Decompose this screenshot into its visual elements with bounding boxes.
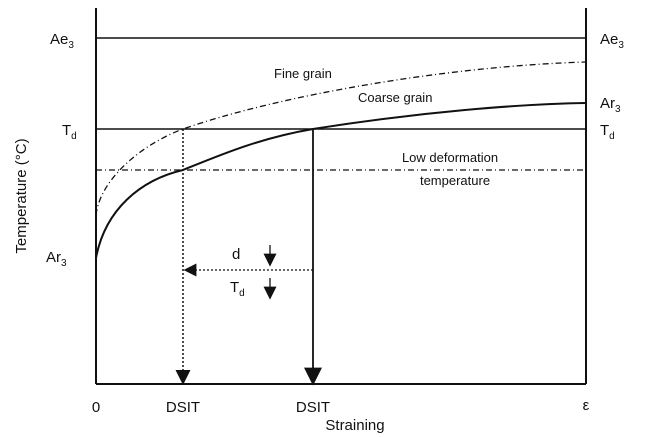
low-deformation-label: Low deformation	[402, 150, 498, 165]
left-ae3: Ae3	[50, 31, 74, 51]
td-label: Td	[230, 279, 245, 299]
x-axis-label: Straining	[325, 417, 384, 434]
y-axis-label: Temperature (°C)	[13, 138, 30, 253]
origin-label: 0	[92, 399, 100, 416]
right-td: Td	[600, 122, 615, 142]
left-ar3: Ar3	[46, 249, 67, 269]
coarse-grain-curve	[95, 102, 587, 259]
d-label: d	[232, 246, 240, 263]
low-deformation-label-2: temperature	[420, 173, 490, 188]
coarse-grain-label: Coarse grain	[358, 90, 432, 105]
dsit-label: DSIT	[296, 399, 330, 416]
dsit-label: DSIT	[166, 399, 200, 416]
fine-grain-label: Fine grain	[274, 66, 332, 81]
lines	[95, 8, 587, 386]
right-ae3: Ae3	[600, 31, 624, 51]
x-end-label: ε	[583, 397, 590, 414]
left-td: Td	[62, 122, 77, 142]
fine-grain-curve	[95, 61, 587, 216]
right-ar3: Ar3	[600, 95, 621, 115]
